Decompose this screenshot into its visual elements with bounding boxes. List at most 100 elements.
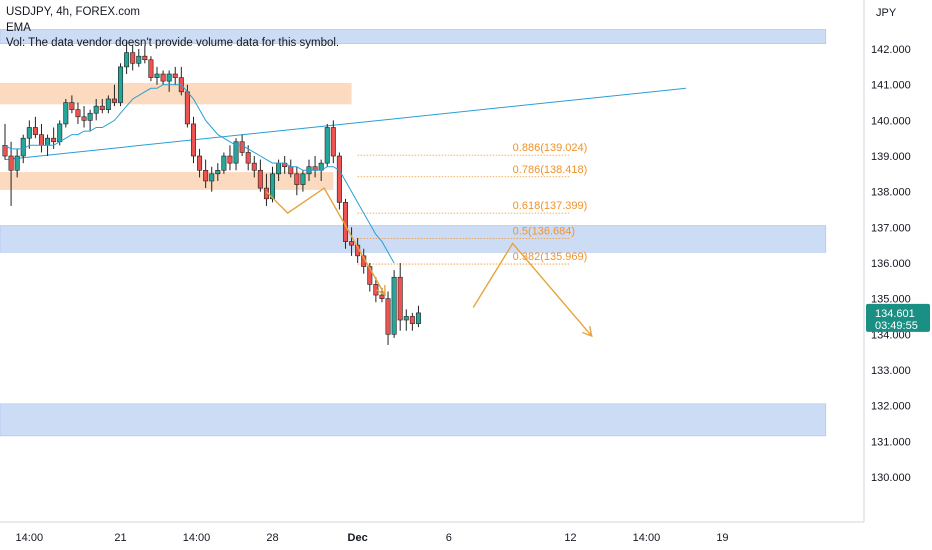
candle-body (93, 105, 99, 114)
candle-body (373, 284, 379, 296)
candle (282, 156, 288, 174)
candle-body (415, 312, 421, 324)
candle-body (245, 152, 251, 164)
price-axis: JPY130.000131.000132.000133.000134.00013… (863, 0, 932, 550)
candle-body (184, 91, 190, 125)
candle (81, 106, 87, 128)
candle (69, 95, 75, 114)
price-tick-label: 139.000 (871, 151, 911, 163)
candle-body (99, 105, 105, 110)
ema-line (4, 84, 395, 264)
candle (93, 98, 99, 121)
candle-body (391, 276, 397, 335)
symbol-title[interactable]: USDJPY, 4h, FOREX.com (6, 6, 140, 18)
candle-body (209, 173, 215, 182)
candle-body (38, 134, 44, 146)
candle (87, 109, 93, 132)
fib-retracement: 0.886(139.024) 0.786(138.418) 0.618(137.39… (357, 142, 588, 265)
projection-layer (265, 187, 593, 338)
candle-body (379, 294, 385, 299)
candle-body (105, 98, 111, 110)
candle (118, 63, 124, 107)
candle-body (148, 59, 154, 78)
candle (397, 262, 403, 331)
candle-body (8, 155, 14, 171)
fib-level-label: 0.886(139.024) (513, 142, 588, 154)
candle (160, 70, 166, 85)
projection-path (265, 187, 386, 296)
candle-body (166, 73, 172, 82)
candle-countdown: 03:49:55 (875, 320, 918, 332)
candle-body (20, 137, 26, 157)
candle (142, 45, 148, 64)
candle (8, 141, 14, 206)
candle-body (69, 102, 75, 110)
candle (148, 56, 154, 82)
price-axis-bg (864, 0, 932, 550)
candle-body (118, 66, 124, 103)
candle-body (154, 73, 160, 78)
candle-body (276, 162, 282, 175)
currency-label: JPY (876, 7, 897, 19)
candle-body (227, 155, 233, 164)
candle (385, 291, 391, 345)
price-tick-label: 132.000 (871, 401, 911, 413)
projection-arrowhead (376, 285, 386, 297)
candle (300, 170, 306, 192)
candle-body (294, 173, 300, 185)
demand-zone (0, 29, 827, 45)
candle (409, 312, 415, 331)
candle (215, 163, 221, 181)
candle (403, 309, 409, 331)
volume-note: Vol: The data vendor doesn't provide vol… (6, 37, 340, 49)
candle-body (336, 155, 342, 203)
price-tick-label: 130.000 (871, 472, 911, 484)
candle-body (239, 141, 245, 153)
candle (172, 66, 178, 85)
projection-arrowhead (582, 326, 593, 338)
candle (221, 152, 227, 174)
trendline (4, 87, 687, 161)
candle (233, 138, 239, 171)
fib-level-label: 0.786(138.418) (513, 164, 588, 176)
candle-body (75, 109, 81, 118)
candle-body (32, 127, 38, 135)
candle-body (270, 173, 276, 200)
candle-body (45, 137, 51, 146)
candle (209, 166, 215, 192)
candle (111, 84, 117, 107)
candle-body (233, 141, 239, 164)
price-tick-label: 141.000 (871, 80, 911, 92)
time-tick-label: 19 (716, 532, 728, 544)
candle (105, 95, 111, 114)
candle-body (14, 155, 20, 171)
candle (14, 148, 20, 178)
price-tick-label: 137.000 (871, 222, 911, 234)
candle (257, 159, 263, 192)
candle-body (63, 102, 69, 125)
price-tick-label: 134.000 (871, 329, 911, 341)
candle-body (51, 137, 57, 143)
price-tick-label: 136.000 (871, 258, 911, 270)
candle-body (215, 169, 221, 175)
time-axis: 14:00 21 14:00 28 Dec 6 12 14:00 19 (0, 521, 864, 544)
candle-body (2, 145, 8, 157)
candle-body (124, 52, 130, 68)
fib-level-label: 0.5(136.684) (513, 226, 575, 238)
price-tick-label: 135.000 (871, 294, 911, 306)
candle (38, 123, 44, 153)
candle-body (349, 241, 355, 246)
chart-legend: USDJPY, 4h, FOREX.com EMA Vol: The data … (6, 5, 339, 52)
demand-zone (0, 403, 827, 437)
ema-indicator-label[interactable]: EMA (6, 21, 31, 34)
candle-body (190, 123, 196, 157)
candle (373, 277, 379, 303)
candle-body (257, 169, 263, 189)
candle (245, 145, 251, 171)
candle (178, 66, 184, 96)
candle-body (203, 169, 209, 182)
candle (190, 116, 196, 164)
candle-body (57, 123, 63, 143)
